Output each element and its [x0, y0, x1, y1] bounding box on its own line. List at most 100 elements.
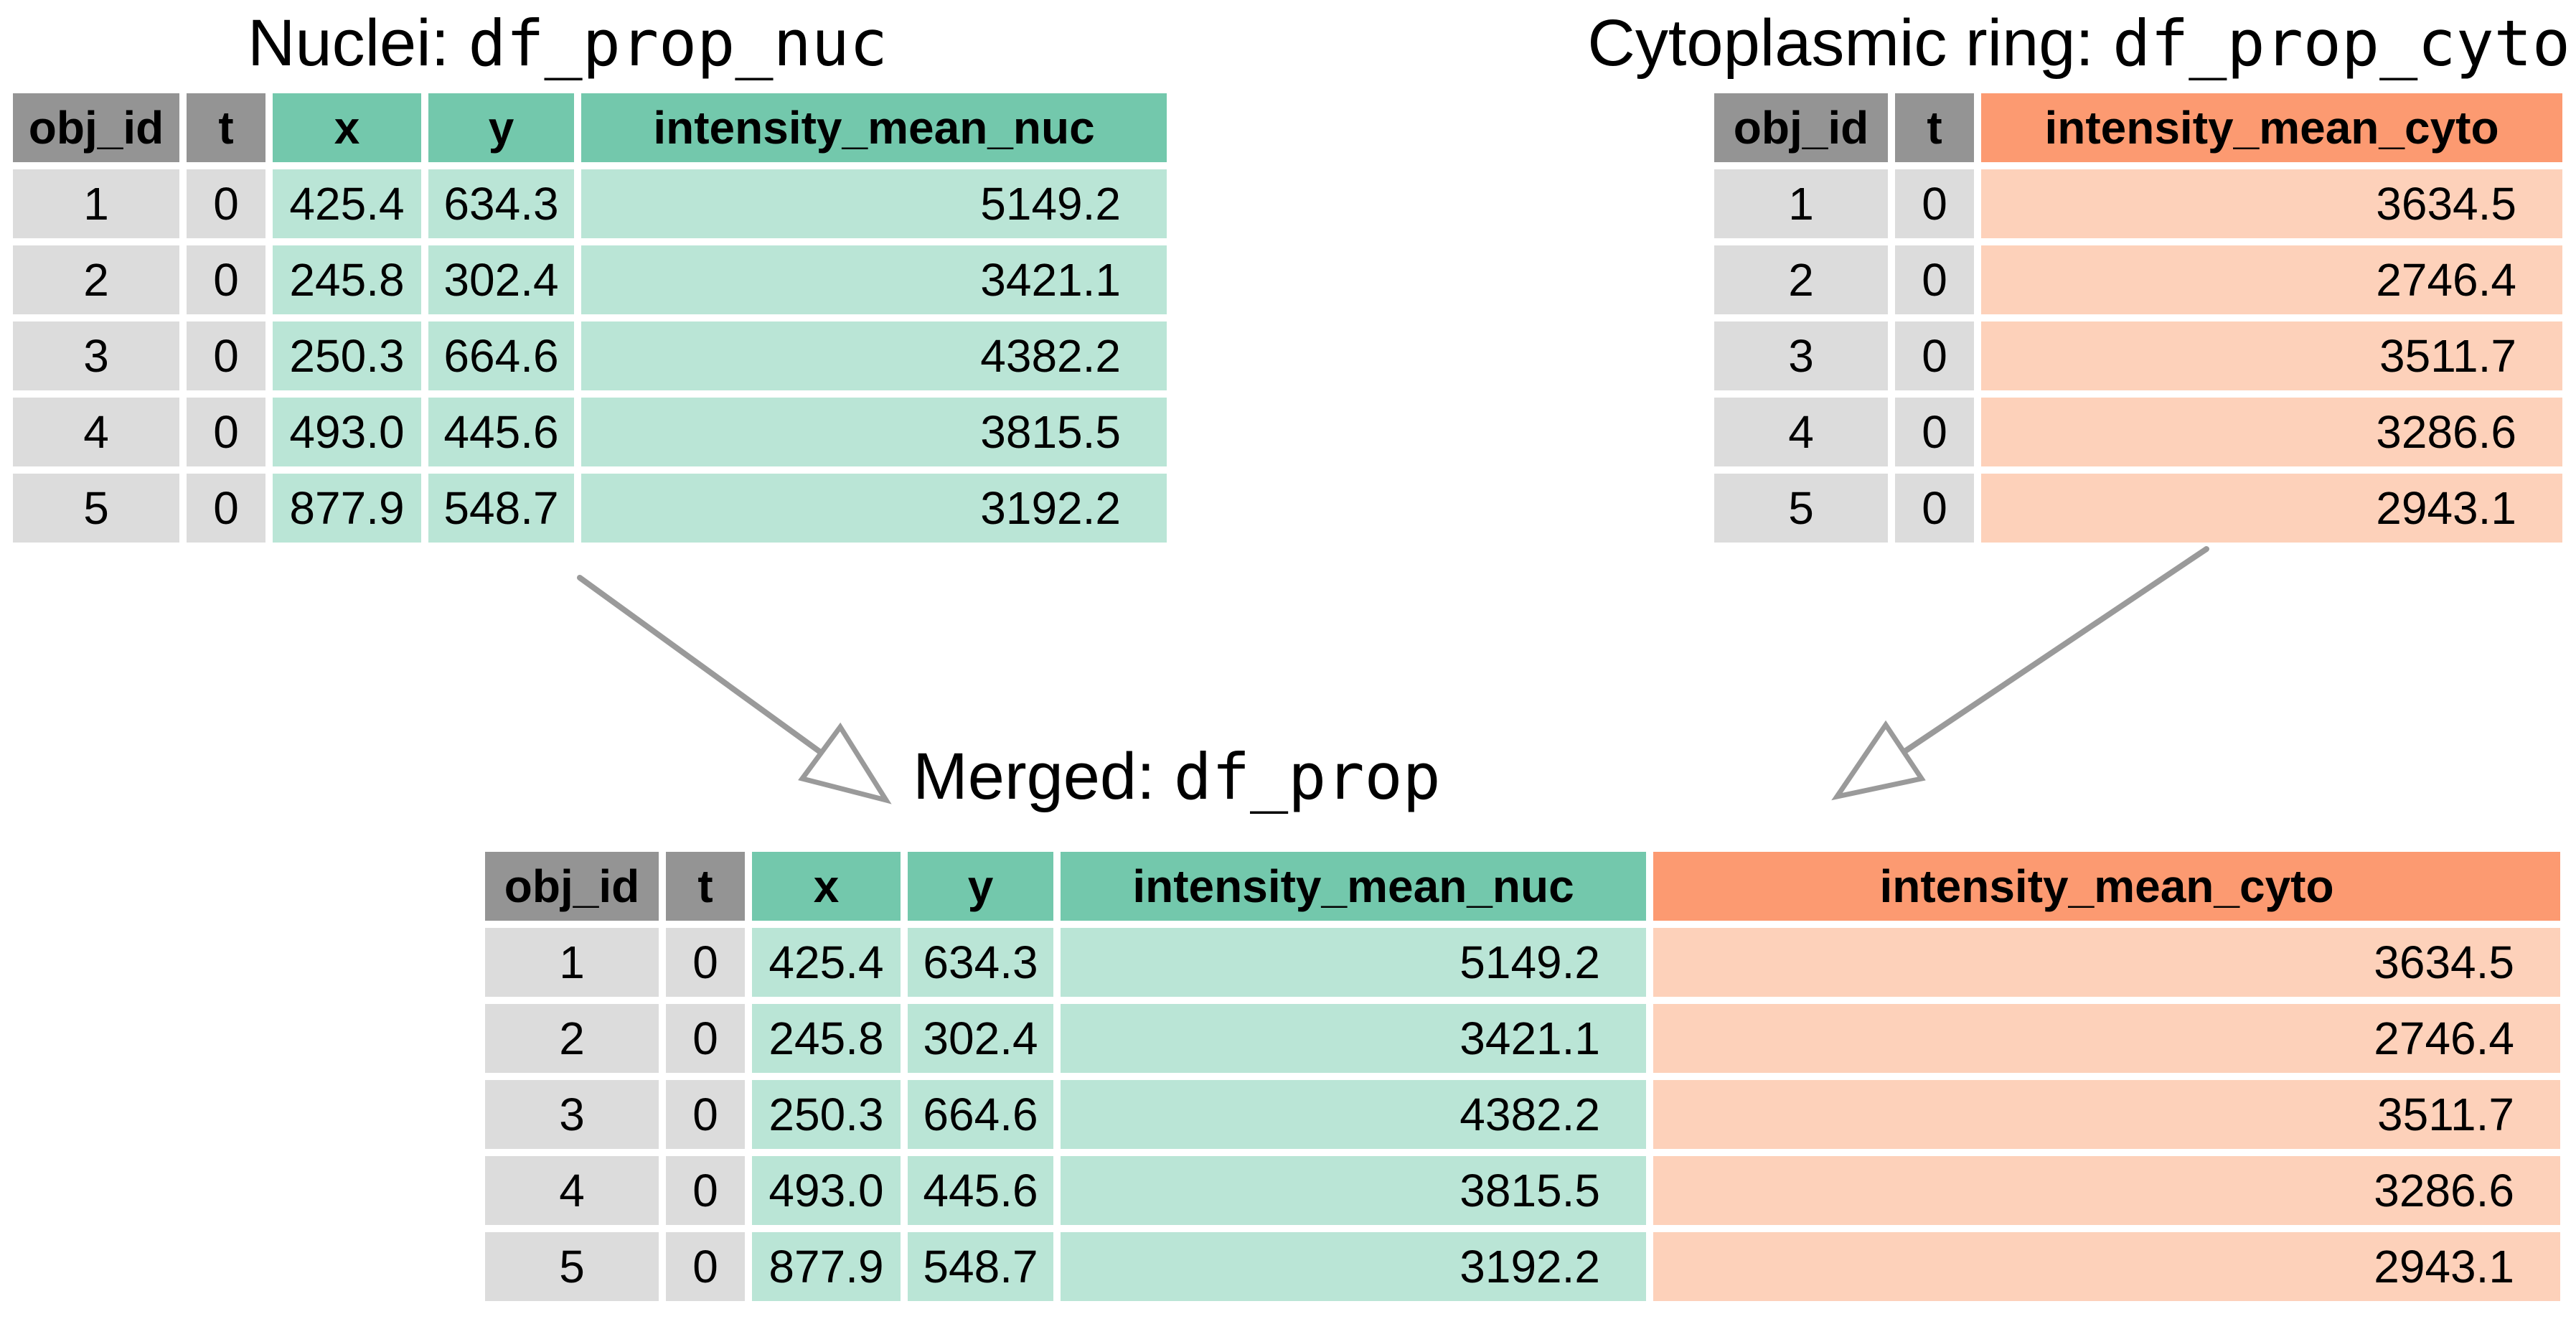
table-cell-obj_id: 3: [1714, 321, 1888, 390]
table-cell-t: 0: [187, 245, 265, 314]
table-cell-intensity_mean_cyto: 3511.7: [1653, 1080, 2560, 1149]
table-cell-intensity_mean_cyto: 3286.6: [1981, 398, 2562, 466]
table-cell-x: 250.3: [752, 1080, 901, 1149]
cyto-table: obj_id t intensity_mean_cyto 1 0 3634.5 2 0 2746…: [1714, 93, 2562, 543]
table-cell-y: 445.6: [428, 398, 574, 466]
column-header-obj_id: obj_id: [1714, 93, 1888, 162]
table-cell-obj_id: 4: [1714, 398, 1888, 466]
table-cell-y: 302.4: [908, 1004, 1053, 1073]
column-header-intensity_mean_cyto: intensity_mean_cyto: [1653, 852, 2560, 921]
column-header-obj_id: obj_id: [485, 852, 659, 921]
column-header-intensity_mean_nuc: intensity_mean_nuc: [1061, 852, 1646, 921]
table-cell-y: 548.7: [428, 474, 574, 543]
table-cell-t: 0: [1895, 398, 1974, 466]
table-cell-obj_id: 2: [1714, 245, 1888, 314]
column-header-x: x: [752, 852, 901, 921]
column-header-t: t: [187, 93, 265, 162]
table-cell-t: 0: [666, 1080, 745, 1149]
table-cell-intensity_mean_cyto: 2943.1: [1653, 1232, 2560, 1301]
table-cell-intensity_mean_nuc: 3815.5: [1061, 1156, 1646, 1225]
column-header-x: x: [273, 93, 421, 162]
table-cell-t: 0: [187, 169, 265, 238]
cyto-title-label: Cytoplasmic ring:: [1587, 6, 2094, 80]
table-cell-obj_id: 2: [13, 245, 179, 314]
table-cell-obj_id: 5: [485, 1232, 659, 1301]
merged-table: obj_id t x y intensity_mean_nuc intensity_mea…: [485, 852, 2560, 1301]
table-cell-intensity_mean_nuc: 3421.1: [581, 245, 1167, 314]
cyto-title-varname: df_prop_cyto: [2112, 6, 2570, 80]
table-cell-t: 0: [666, 928, 745, 997]
table-cell-obj_id: 5: [1714, 474, 1888, 543]
arrow-cyto-to-merged: [1831, 546, 2209, 801]
table-cell-intensity_mean_cyto: 2746.4: [1653, 1004, 2560, 1073]
column-header-t: t: [666, 852, 745, 921]
table-cell-intensity_mean_nuc: 4382.2: [1061, 1080, 1646, 1149]
table-cell-intensity_mean_nuc: 3815.5: [581, 398, 1167, 466]
nuclei-title-label: Nuclei:: [248, 6, 450, 80]
table-cell-intensity_mean_nuc: 4382.2: [581, 321, 1167, 390]
open-arrowhead-icon: [798, 722, 892, 804]
table-cell-obj_id: 4: [13, 398, 179, 466]
table-cell-obj_id: 1: [13, 169, 179, 238]
merged-table-title: Merged: df_prop: [913, 736, 1441, 817]
column-header-y: y: [908, 852, 1053, 921]
table-cell-intensity_mean_cyto: 2943.1: [1981, 474, 2562, 543]
merged-title-label: Merged:: [913, 740, 1155, 813]
table-cell-x: 493.0: [273, 398, 421, 466]
table-cell-intensity_mean_cyto: 2746.4: [1981, 245, 2562, 314]
cyto-table-title: Cytoplasmic ring: df_prop_cyto: [1587, 3, 2570, 84]
table-cell-x: 425.4: [273, 169, 421, 238]
arrow-shaft: [1901, 546, 2209, 755]
table-cell-intensity_mean_cyto: 3634.5: [1981, 169, 2562, 238]
table-cell-x: 425.4: [752, 928, 901, 997]
table-cell-t: 0: [187, 398, 265, 466]
table-cell-intensity_mean_nuc: 3192.2: [1061, 1232, 1646, 1301]
table-cell-obj_id: 1: [1714, 169, 1888, 238]
table-cell-y: 664.6: [428, 321, 574, 390]
table-cell-t: 0: [187, 474, 265, 543]
table-cell-intensity_mean_nuc: 3192.2: [581, 474, 1167, 543]
table-cell-t: 0: [1895, 321, 1974, 390]
table-cell-x: 245.8: [273, 245, 421, 314]
nuclei-table: obj_id t x y intensity_mean_nuc 1 0 425.4 634.3 5…: [13, 93, 1167, 543]
table-cell-t: 0: [1895, 169, 1974, 238]
table-cell-t: 0: [1895, 245, 1974, 314]
column-header-y: y: [428, 93, 574, 162]
table-cell-y: 634.3: [908, 928, 1053, 997]
open-arrowhead-icon: [1831, 720, 1926, 801]
column-header-obj_id: obj_id: [13, 93, 179, 162]
table-cell-y: 445.6: [908, 1156, 1053, 1225]
table-cell-intensity_mean_cyto: 3634.5: [1653, 928, 2560, 997]
table-cell-intensity_mean_nuc: 5149.2: [581, 169, 1167, 238]
arrow-shaft: [577, 575, 825, 756]
table-cell-obj_id: 4: [485, 1156, 659, 1225]
table-cell-t: 0: [666, 1232, 745, 1301]
nuclei-title-varname: df_prop_nuc: [468, 6, 888, 80]
table-cell-x: 250.3: [273, 321, 421, 390]
table-cell-obj_id: 3: [13, 321, 179, 390]
table-cell-y: 302.4: [428, 245, 574, 314]
table-cell-y: 548.7: [908, 1232, 1053, 1301]
table-cell-x: 877.9: [752, 1232, 901, 1301]
column-header-intensity_mean_cyto: intensity_mean_cyto: [1981, 93, 2562, 162]
nuclei-table-title: Nuclei: df_prop_nuc: [248, 3, 888, 84]
table-cell-intensity_mean_cyto: 3286.6: [1653, 1156, 2560, 1225]
table-cell-obj_id: 5: [13, 474, 179, 543]
table-cell-y: 664.6: [908, 1080, 1053, 1149]
table-cell-x: 493.0: [752, 1156, 901, 1225]
table-cell-t: 0: [187, 321, 265, 390]
column-header-t: t: [1895, 93, 1974, 162]
table-cell-intensity_mean_nuc: 3421.1: [1061, 1004, 1646, 1073]
table-cell-intensity_mean_nuc: 5149.2: [1061, 928, 1646, 997]
table-cell-obj_id: 2: [485, 1004, 659, 1073]
table-cell-t: 0: [666, 1156, 745, 1225]
merged-title-varname: df_prop: [1173, 740, 1441, 814]
table-cell-obj_id: 1: [485, 928, 659, 997]
table-cell-intensity_mean_cyto: 3511.7: [1981, 321, 2562, 390]
table-cell-x: 245.8: [752, 1004, 901, 1073]
table-cell-t: 0: [666, 1004, 745, 1073]
table-cell-obj_id: 3: [485, 1080, 659, 1149]
table-cell-y: 634.3: [428, 169, 574, 238]
table-cell-x: 877.9: [273, 474, 421, 543]
